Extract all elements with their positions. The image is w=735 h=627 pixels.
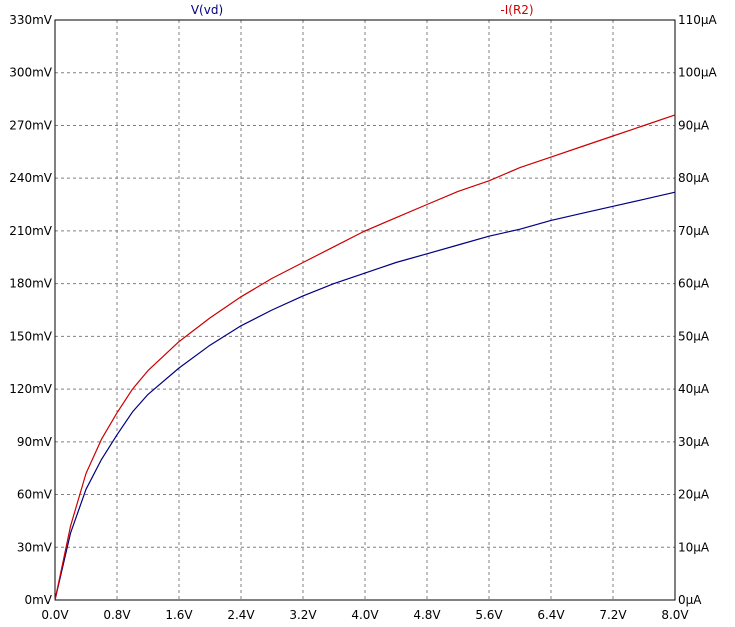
x-tick-label: 5.6V bbox=[475, 608, 503, 622]
x-tick-label: 8.0V bbox=[661, 608, 689, 622]
plot-grid bbox=[55, 20, 675, 600]
axis-ticks: 0.0V 0.8V 1.6V 2.4V 3.2V 4.0V 4.8V 5.6V 6.4V 7.2V… bbox=[9, 13, 717, 622]
series-line-2 bbox=[54, 114, 676, 601]
y-right-tick-label: 0µA bbox=[678, 593, 702, 607]
y-right-tick-label: 90µA bbox=[678, 118, 710, 132]
y-left-tick-label: 240mV bbox=[9, 171, 53, 185]
y-left-tick-label: 330mV bbox=[9, 13, 53, 27]
y-left-tick-label: 30mV bbox=[17, 540, 53, 554]
plot-frame bbox=[54, 19, 676, 601]
y-right-tick-label: 60µA bbox=[678, 277, 710, 291]
x-tick-label: 4.0V bbox=[351, 608, 379, 622]
y-left-tick-label: 120mV bbox=[9, 382, 53, 396]
y-left-tick-label: 0mV bbox=[24, 593, 52, 607]
x-tick-label: 7.2V bbox=[599, 608, 627, 622]
x-tick-label: 0.8V bbox=[103, 608, 131, 622]
series-traces bbox=[54, 114, 676, 601]
x-tick-label: 0.0V bbox=[41, 608, 69, 622]
x-tick-label: 1.6V bbox=[165, 608, 193, 622]
y-right-tick-label: 80µA bbox=[678, 171, 710, 185]
y-left-tick-label: 300mV bbox=[9, 66, 53, 80]
y-left-tick-label: 180mV bbox=[9, 277, 53, 291]
y-right-tick-label: 40µA bbox=[678, 382, 710, 396]
x-tick-label: 4.8V bbox=[413, 608, 441, 622]
legend-label-series-1[interactable]: V(vd) bbox=[191, 3, 223, 17]
y-right-tick-label: 50µA bbox=[678, 329, 710, 343]
y-left-tick-label: 150mV bbox=[9, 329, 53, 343]
x-tick-label: 6.4V bbox=[537, 608, 565, 622]
y-left-tick-label: 270mV bbox=[9, 118, 53, 132]
series-line-1 bbox=[54, 191, 676, 601]
y-right-tick-label: 20µA bbox=[678, 488, 710, 502]
x-tick-label: 3.2V bbox=[289, 608, 317, 622]
y-right-tick-label: 70µA bbox=[678, 224, 710, 238]
y-left-tick-label: 90mV bbox=[17, 435, 53, 449]
y-right-tick-label: 100µA bbox=[678, 66, 718, 80]
y-left-tick-label: 210mV bbox=[9, 224, 53, 238]
y-right-tick-label: 30µA bbox=[678, 435, 710, 449]
x-tick-label: 2.4V bbox=[227, 608, 255, 622]
y-right-tick-label: 10µA bbox=[678, 540, 710, 554]
y-right-tick-label: 110µA bbox=[678, 13, 718, 27]
y-left-tick-label: 60mV bbox=[17, 488, 53, 502]
legend-label-series-2[interactable]: -I(R2) bbox=[500, 3, 533, 17]
